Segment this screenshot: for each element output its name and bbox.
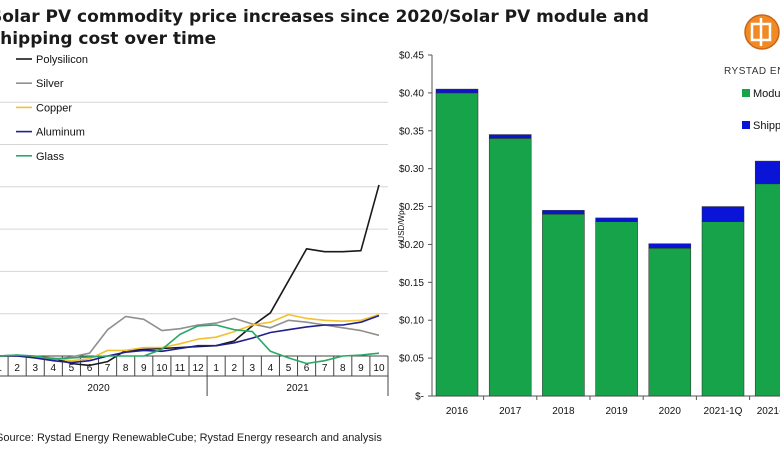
x-tick-label: 6: [87, 363, 93, 374]
series-line-polysilicon: [0, 184, 380, 367]
x-tick-label: 2: [231, 363, 237, 374]
x-tick-label: 4: [268, 363, 274, 374]
legend-label-copper: Copper: [36, 102, 72, 114]
bar-shipping: [648, 243, 692, 249]
y-tick-label: $0.35: [399, 126, 424, 137]
legend-swatch-shipping: [742, 121, 750, 129]
commodity-price-chart: 1234567891011121234567891020202021Polysi…: [0, 54, 389, 396]
y-axis-label: USD/Wp: [397, 210, 406, 242]
module-shipping-cost-chart: $- $0.05 $0.10 $0.15 $0.20 $0.25 $0.30 $0.35 $0.…: [397, 51, 780, 417]
x-tick-label: 2017: [499, 406, 522, 417]
x-tick-label: 1: [213, 363, 219, 374]
bar-module: [435, 92, 479, 397]
source-note: Source: Rystad Energy RenewableCube; Rys…: [0, 432, 382, 444]
legend-label-module: Module: [753, 88, 780, 100]
chart-title: Solar PV commodity price increases since…: [0, 7, 649, 49]
x-tick-label: 9: [358, 363, 364, 374]
bar-shipping: [754, 160, 780, 185]
series-line-copper: [0, 313, 380, 362]
x-tick-label: 2021-1Q: [704, 406, 743, 417]
brand-label: RYSTAD ENERGY: [724, 66, 780, 77]
x-tick-label: 3: [32, 363, 38, 374]
bar-module: [648, 247, 692, 397]
y-tick-label: $0.10: [399, 316, 424, 327]
x-tick-label: 9: [141, 363, 147, 374]
bar-module: [701, 221, 745, 397]
x-tick-label: 5: [69, 363, 75, 374]
y-tick-label: $0.40: [399, 88, 424, 99]
x-tick-label: 2: [14, 363, 20, 374]
series-line-silver: [0, 315, 380, 361]
bar-module: [754, 183, 780, 397]
year-label: 2021: [286, 383, 309, 394]
x-tick-label: 2020: [659, 406, 682, 417]
x-tick-label: 8: [123, 363, 129, 374]
x-tick-label: 2019: [605, 406, 628, 417]
x-tick-label: 2021-3Q: [757, 406, 780, 417]
x-tick-label: 5: [286, 363, 292, 374]
x-tick-label: 3: [250, 363, 256, 374]
y-tick-label: $0.25: [399, 202, 424, 213]
y-tick-label: $0.15: [399, 278, 424, 289]
series-line-aluminum: [0, 314, 380, 364]
y-tick-label: $-: [415, 392, 424, 403]
x-tick-label: 12: [192, 363, 204, 374]
bar-shipping: [488, 134, 532, 139]
x-tick-label: 6: [304, 363, 310, 374]
bar-module: [542, 213, 585, 397]
y-tick-label: $0.45: [399, 51, 424, 62]
x-tick-label: 2018: [552, 406, 575, 417]
legend-swatch-module: [742, 89, 750, 97]
legend-label-polysilicon: Polysilicon: [36, 54, 88, 66]
x-tick-label: 4: [51, 363, 57, 374]
x-tick-label: 2016: [446, 406, 469, 417]
bar-module: [488, 138, 532, 397]
bar-shipping: [542, 210, 585, 215]
bar-shipping: [701, 206, 745, 222]
rystad-logo-icon: [744, 14, 780, 50]
series-line-glass: [0, 324, 380, 365]
y-tick-label: $0.20: [399, 240, 424, 251]
bar-module: [595, 221, 638, 397]
bar-shipping: [595, 217, 638, 222]
x-tick-label: 11: [175, 363, 186, 374]
year-label: 2020: [87, 383, 110, 394]
legend-label-glass: Glass: [36, 151, 65, 163]
legend-label-aluminum: Aluminum: [36, 127, 85, 139]
x-tick-label: 10: [156, 363, 168, 374]
x-tick-label: 10: [373, 363, 385, 374]
legend-label-shipping: Shipping: [753, 120, 780, 132]
x-tick-label: 1: [0, 363, 2, 374]
bar-shipping: [435, 88, 479, 94]
y-tick-label: $0.05: [399, 354, 424, 365]
x-tick-label: 7: [105, 363, 111, 374]
x-tick-label: 8: [340, 363, 346, 374]
x-tick-label: 7: [322, 363, 328, 374]
y-tick-label: $0.30: [399, 164, 424, 175]
legend-label-silver: Silver: [36, 78, 64, 90]
